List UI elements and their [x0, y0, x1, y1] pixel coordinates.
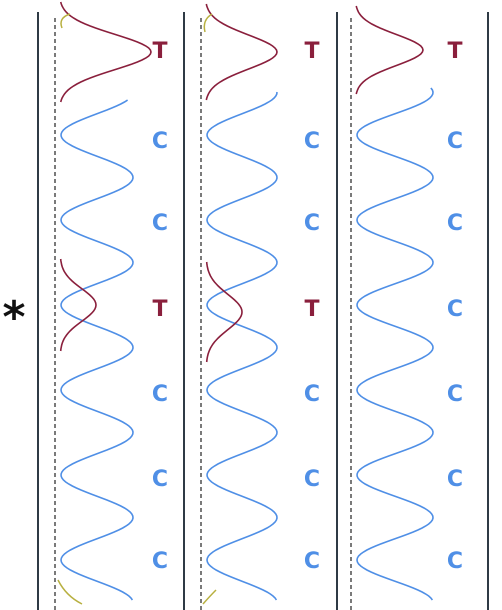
- base-call-1-6: C: [152, 467, 168, 492]
- base-call-1-4: T: [152, 297, 167, 322]
- base-call-3-5: C: [447, 382, 463, 407]
- base-call-1-5: C: [152, 382, 168, 407]
- trace-t-top-track-3: [355, 5, 424, 95]
- trace-g-top-track-2: [203, 13, 213, 33]
- trace-t-top-track-1: [59, 1, 152, 103]
- base-call-1-2: C: [152, 129, 168, 154]
- trace-c-track-2: [206, 91, 278, 601]
- trace-t-top-track-2: [205, 3, 278, 101]
- base-call-3-3: C: [447, 211, 463, 236]
- base-call-3-7: C: [447, 549, 463, 574]
- base-call-3-6: C: [447, 467, 463, 492]
- track-dividers: [37, 12, 489, 610]
- base-call-2-6: C: [304, 467, 320, 492]
- base-call-1-7: C: [152, 549, 168, 574]
- trace-g-bottom-track-1: [57, 579, 83, 605]
- base-call-1-1: T: [152, 39, 167, 64]
- base-call-labels: T C C T C C C T C C T C C C T C C C C C C: [152, 39, 463, 574]
- base-call-3-1: T: [447, 39, 462, 64]
- trace-c-track-3: [356, 87, 434, 601]
- variant-marker: *: [2, 292, 26, 343]
- base-call-2-3: C: [304, 211, 320, 236]
- trace-g-bottom-track-2: [202, 589, 217, 605]
- base-call-2-2: C: [304, 129, 320, 154]
- trace-g-top-track-1: [60, 13, 71, 29]
- base-call-3-4: C: [447, 297, 463, 322]
- trace-t-mid-track-2: [205, 261, 243, 363]
- base-call-1-3: C: [152, 211, 168, 236]
- trace-c-track-1: [60, 99, 134, 601]
- base-call-3-2: C: [447, 129, 463, 154]
- base-call-2-1: T: [304, 39, 319, 64]
- base-call-2-7: C: [304, 549, 320, 574]
- trace-t-mid-track-1: [59, 258, 97, 352]
- base-call-2-4: T: [304, 297, 319, 322]
- trace-layer: [57, 1, 434, 605]
- base-call-2-5: C: [304, 382, 320, 407]
